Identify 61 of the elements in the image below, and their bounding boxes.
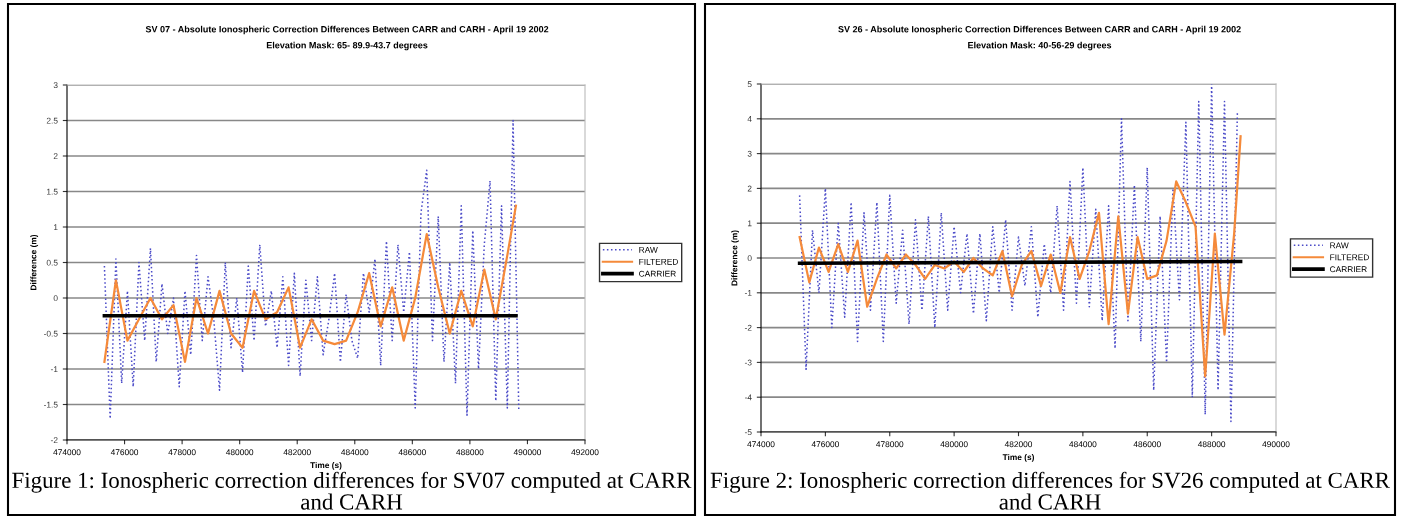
x-tick-label: 488000 — [456, 449, 484, 456]
x-tick-label: 478000 — [168, 449, 196, 456]
legend-label: RAW — [639, 246, 658, 253]
y-tick-label: 2 — [53, 153, 58, 160]
x-tick-label: 476000 — [811, 441, 839, 448]
x-tick-label: 484000 — [1069, 441, 1097, 448]
y-tick-label: 0.5 — [46, 259, 58, 266]
x-tick-label: 492000 — [571, 449, 599, 456]
x-tick-label: 488000 — [1197, 441, 1226, 448]
y-axis-title: Difference (m) — [30, 234, 39, 290]
x-axis-title: Time (s) — [1002, 454, 1034, 462]
x-tick-label: 486000 — [398, 449, 426, 456]
y-tick-label: 1 — [53, 224, 58, 231]
legend-label: FILTERED — [639, 258, 678, 265]
legend-label: CARRIER — [639, 270, 676, 277]
legend-label: CARRIER — [1330, 266, 1367, 273]
y-tick-label: 5 — [747, 81, 752, 88]
y-tick-label: -4 — [744, 394, 752, 401]
y-axis-title: Difference (m) — [731, 230, 740, 286]
y-tick-label: -1.5 — [43, 401, 58, 408]
y-tick-label: 3 — [747, 150, 752, 157]
y-tick-label: -5 — [744, 429, 752, 436]
line-series — [798, 135, 1242, 378]
y-tick-label: -1 — [50, 366, 58, 373]
y-tick-label: 0 — [53, 295, 58, 302]
chart-subtitle: Elevation Mask: 40-56-29 degrees — [968, 41, 1112, 51]
x-tick-label: 476000 — [110, 449, 139, 456]
x-tick-label: 486000 — [1133, 441, 1161, 448]
y-tick-label: 2 — [747, 185, 752, 192]
x-tick-label: 474000 — [53, 449, 81, 456]
chart-title: SV 07 - Absolute Ionospheric Correction Differences Between CARR and CARH - April 19 2002 — [145, 25, 549, 35]
x-tick-label: 490000 — [1262, 441, 1290, 448]
x-tick-label: 474000 — [747, 441, 775, 448]
x-tick-label: 484000 — [341, 449, 369, 456]
caption: Figure 1: Ionospheric correction differences for SV07 computed at CARR and CARH — [12, 471, 692, 510]
y-tick-label: 2.5 — [46, 117, 58, 124]
y-tick-label: 4 — [747, 116, 752, 122]
chart-subtitle: Elevation Mask: 65- 89.9-43.7 degrees — [266, 41, 428, 51]
y-tick-label: 1.5 — [47, 188, 58, 195]
line-series — [103, 204, 518, 364]
x-tick-label: 482000 — [1004, 441, 1033, 448]
y-tick-label: -1 — [744, 290, 752, 296]
y-tick-label: -2 — [50, 437, 58, 444]
y-tick-label: 0 — [747, 255, 752, 262]
x-tick-label: 480000 — [940, 441, 968, 448]
x-axis-title: Time (s) — [310, 462, 342, 470]
line-series — [798, 84, 1239, 423]
legend-label: RAW — [1330, 242, 1349, 249]
y-tick-label: -2 — [744, 324, 752, 331]
legend-label: FILTERED — [1330, 254, 1369, 261]
line-series — [103, 119, 520, 420]
x-tick-label: 482000 — [283, 449, 311, 456]
x-tick-label: 490000 — [513, 449, 542, 456]
y-tick-label: -3 — [744, 359, 752, 366]
y-tick-label: 1 — [747, 220, 752, 227]
x-tick-label: 480000 — [225, 449, 254, 456]
x-tick-label: 478000 — [876, 441, 904, 448]
chart-title: SV 26 - Absolute Ionospheric Correction Differences Between CARR and CARH - April 19 2002 — [838, 25, 1241, 35]
y-tick-label: -0.5 — [43, 330, 58, 337]
y-tick-label: 3 — [53, 82, 58, 89]
caption: Figure 2: Ionospheric correction differences for SV26 computed at CARR and CARH — [710, 471, 1390, 510]
